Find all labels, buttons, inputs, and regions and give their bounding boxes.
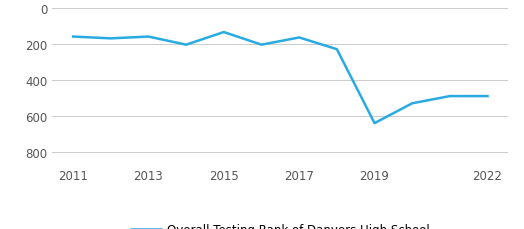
- Overall Testing Rank of Danvers High School: [296, 37, 302, 40]
- Overall Testing Rank of Danvers High School: [258, 44, 265, 47]
- Overall Testing Rank of Danvers High School: [183, 44, 189, 47]
- Overall Testing Rank of Danvers High School: [372, 122, 378, 125]
- Overall Testing Rank of Danvers High School: [334, 49, 340, 51]
- Overall Testing Rank of Danvers High School: [107, 38, 114, 41]
- Line: Overall Testing Rank of Danvers High School: Overall Testing Rank of Danvers High Sch…: [73, 33, 487, 124]
- Overall Testing Rank of Danvers High School: [70, 36, 77, 39]
- Overall Testing Rank of Danvers High School: [221, 32, 227, 34]
- Overall Testing Rank of Danvers High School: [484, 95, 490, 98]
- Overall Testing Rank of Danvers High School: [409, 102, 416, 105]
- Legend: Overall Testing Rank of Danvers High School: Overall Testing Rank of Danvers High Sch…: [126, 219, 434, 229]
- Overall Testing Rank of Danvers High School: [145, 36, 151, 39]
- Overall Testing Rank of Danvers High School: [447, 95, 453, 98]
